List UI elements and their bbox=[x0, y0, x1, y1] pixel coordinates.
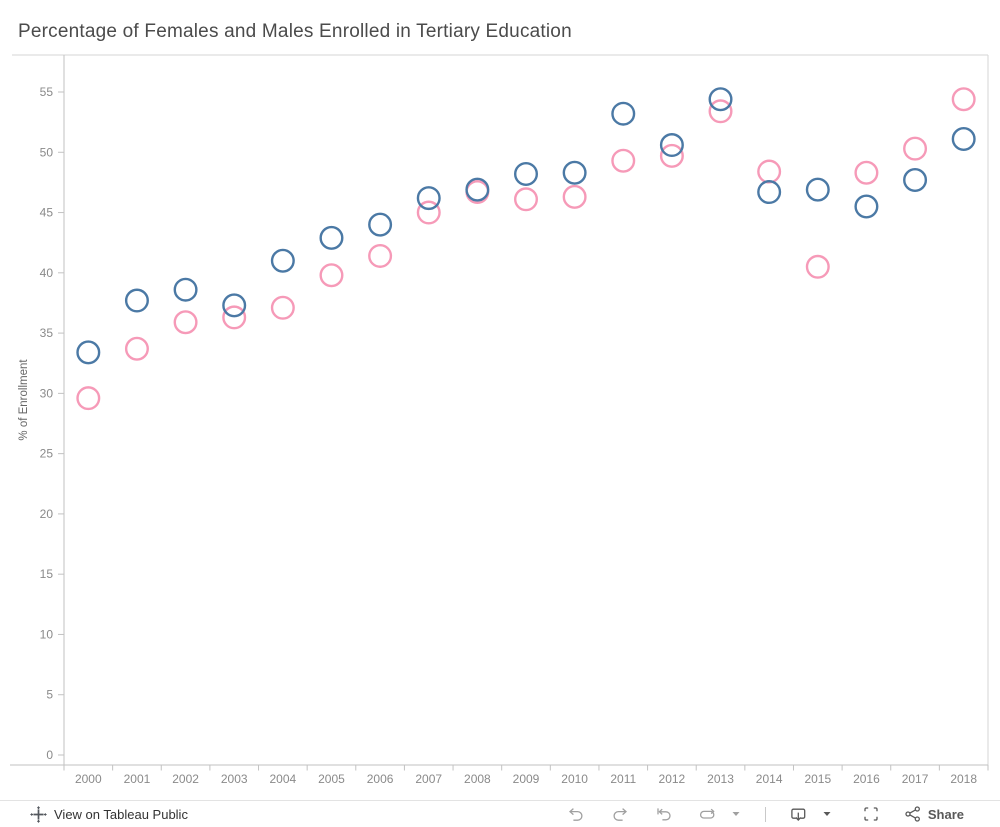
view-on-tableau-link[interactable]: View on Tableau Public bbox=[30, 805, 188, 823]
data-point-females-2002[interactable] bbox=[173, 310, 198, 335]
data-point-males-2006[interactable] bbox=[368, 212, 393, 237]
x-tick-label: 2003 bbox=[221, 772, 248, 786]
data-point-females-2017[interactable] bbox=[903, 136, 928, 161]
revert-button[interactable] bbox=[653, 803, 675, 825]
toolbar-controls: Share bbox=[565, 803, 964, 825]
x-tick-label: 2011 bbox=[610, 772, 636, 786]
data-point-females-2013[interactable] bbox=[708, 99, 733, 124]
caret-down-icon bbox=[823, 812, 831, 816]
data-point-females-2018[interactable] bbox=[951, 87, 976, 112]
y-tick-label: 5 bbox=[46, 688, 53, 702]
data-point-males-2018[interactable] bbox=[951, 127, 976, 152]
y-tick-label: 0 bbox=[46, 748, 53, 762]
data-point-males-2003[interactable] bbox=[222, 293, 247, 318]
data-point-females-2001[interactable] bbox=[124, 336, 149, 361]
x-tick-label: 2002 bbox=[172, 772, 199, 786]
data-point-males-2010[interactable] bbox=[562, 160, 587, 185]
data-point-males-2002[interactable] bbox=[173, 277, 198, 302]
x-tick-label: 2015 bbox=[804, 772, 831, 786]
caret-down-icon bbox=[732, 812, 740, 816]
x-tick-label: 2007 bbox=[415, 772, 442, 786]
x-tick-label: 2017 bbox=[902, 772, 929, 786]
data-point-males-2005[interactable] bbox=[319, 225, 344, 250]
download-icon bbox=[791, 808, 806, 821]
fullscreen-icon bbox=[864, 807, 878, 821]
data-point-females-2003[interactable] bbox=[222, 305, 247, 330]
data-point-females-2011[interactable] bbox=[611, 148, 636, 173]
y-tick-label: 50 bbox=[40, 145, 54, 159]
data-point-males-2004[interactable] bbox=[270, 248, 295, 273]
y-tick-label: 55 bbox=[40, 85, 54, 99]
redo-button[interactable] bbox=[609, 803, 631, 825]
data-point-males-2014[interactable] bbox=[757, 180, 782, 205]
refresh-icon bbox=[700, 808, 715, 819]
data-point-females-2010[interactable] bbox=[562, 184, 587, 209]
tableau-logo-icon bbox=[30, 805, 47, 823]
data-point-males-2001[interactable] bbox=[124, 288, 149, 313]
share-icon bbox=[905, 806, 920, 822]
data-point-males-2017[interactable] bbox=[903, 168, 928, 193]
page-title: Percentage of Females and Males Enrolled… bbox=[18, 21, 572, 42]
redo-icon bbox=[613, 807, 627, 821]
x-tick-label: 2004 bbox=[269, 772, 296, 786]
refresh-button[interactable] bbox=[697, 803, 719, 825]
x-tick-label: 2016 bbox=[853, 772, 880, 786]
x-tick-label: 2009 bbox=[513, 772, 540, 786]
data-point-females-2016[interactable] bbox=[854, 160, 879, 185]
x-tick-label: 2012 bbox=[659, 772, 686, 786]
x-tick-label: 2010 bbox=[561, 772, 588, 786]
y-tick-label: 45 bbox=[40, 206, 54, 220]
data-point-males-2008[interactable] bbox=[465, 177, 490, 202]
data-point-females-2012[interactable] bbox=[659, 143, 684, 168]
x-tick-label: 2001 bbox=[124, 772, 151, 786]
data-point-males-2013[interactable] bbox=[708, 87, 733, 112]
data-point-males-2000[interactable] bbox=[76, 340, 101, 365]
y-tick-label: 25 bbox=[40, 447, 54, 461]
data-point-females-2015[interactable] bbox=[805, 254, 830, 279]
x-tick-label: 2006 bbox=[367, 772, 394, 786]
x-tick-label: 2008 bbox=[464, 772, 491, 786]
y-tick-label: 15 bbox=[40, 567, 54, 581]
share-button[interactable]: Share bbox=[904, 803, 964, 825]
y-tick-label: 35 bbox=[40, 326, 54, 340]
x-tick-label: 2000 bbox=[75, 772, 102, 786]
x-tick-label: 2013 bbox=[707, 772, 734, 786]
view-on-tableau-label: View on Tableau Public bbox=[54, 806, 188, 822]
y-tick-label: 20 bbox=[40, 507, 54, 521]
x-tick-label: 2018 bbox=[950, 772, 977, 786]
tableau-toolbar: View on Tableau Public bbox=[0, 800, 1000, 827]
data-point-males-2007[interactable] bbox=[416, 186, 441, 211]
data-point-females-2007[interactable] bbox=[416, 200, 441, 225]
undo-button[interactable] bbox=[565, 803, 587, 825]
y-tick-label: 40 bbox=[40, 266, 54, 280]
chart-canvas: 0 5 10 15 20 25 30 35 40 45 50 55 2000 2001 2002 2003 20… bbox=[10, 54, 989, 786]
fullscreen-button[interactable] bbox=[860, 803, 882, 825]
download-caret-button[interactable] bbox=[816, 803, 838, 825]
data-point-males-2009[interactable] bbox=[514, 161, 539, 186]
data-point-males-2015[interactable] bbox=[805, 177, 830, 202]
data-point-females-2005[interactable] bbox=[319, 263, 344, 288]
share-label: Share bbox=[927, 806, 964, 822]
x-tick-label: 2014 bbox=[756, 772, 783, 786]
refresh-caret-button[interactable] bbox=[725, 803, 747, 825]
revert-icon bbox=[657, 807, 671, 820]
undo-icon bbox=[568, 807, 583, 821]
toolbar-separator bbox=[764, 806, 766, 822]
data-point-females-2014[interactable] bbox=[757, 159, 782, 184]
y-tick-label: 30 bbox=[40, 386, 54, 400]
x-tick-label: 2005 bbox=[318, 772, 345, 786]
download-button[interactable] bbox=[788, 803, 810, 825]
data-point-males-2011[interactable] bbox=[611, 101, 636, 126]
data-point-males-2012[interactable] bbox=[659, 133, 684, 158]
data-point-females-2006[interactable] bbox=[368, 243, 393, 268]
y-tick-label: 10 bbox=[40, 627, 54, 641]
data-point-females-2000[interactable] bbox=[76, 386, 101, 411]
data-point-females-2009[interactable] bbox=[514, 187, 539, 212]
y-axis-title: % of Enrollment bbox=[18, 359, 30, 441]
data-point-females-2004[interactable] bbox=[270, 295, 295, 320]
data-point-males-2016[interactable] bbox=[854, 194, 879, 219]
